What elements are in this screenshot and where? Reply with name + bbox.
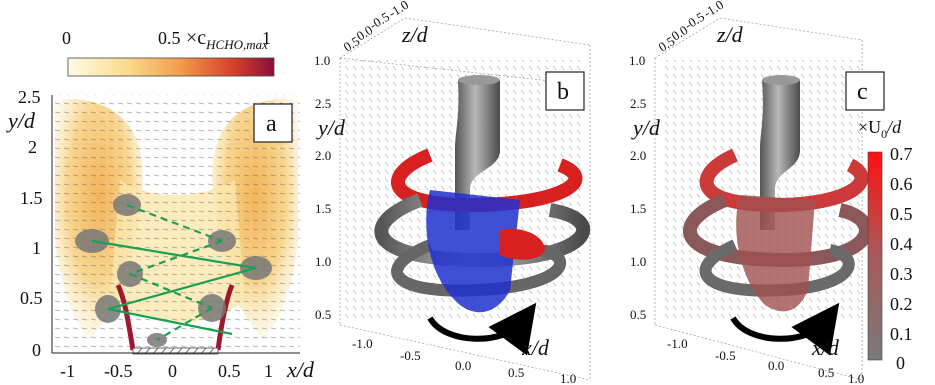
panel-a-xtick: 0 xyxy=(168,361,177,381)
panel-a: 2.5 2 1.5 1 0.5 0 y/d -1 -0.5 0 0.5 1 x/… xyxy=(6,87,315,382)
panel-b-y-ticks: 2.5 2.0 1.5 1.0 0.5 xyxy=(315,96,331,322)
right-colorbar-gradient xyxy=(867,151,883,361)
panel-c-ztick: 1.0 xyxy=(629,53,645,68)
panel-b-ytick: 2.5 xyxy=(315,96,331,111)
panel-b-xlabel: x/d xyxy=(521,335,550,360)
panel-c-xtick: -0.5 xyxy=(715,348,736,363)
panel-b-badge: b xyxy=(557,79,569,105)
panel-c-ytick: 1.5 xyxy=(630,201,646,216)
right-colorbar-label: ×U0/d xyxy=(858,117,902,141)
panel-b-ylabel: y/d xyxy=(316,115,346,140)
panel-a-xtick: -0.5 xyxy=(104,361,133,381)
panel-b-ytick: 1.5 xyxy=(315,201,331,216)
panel-c-xtick: 0.0 xyxy=(768,358,784,373)
panel-b-ztick: -1.0 xyxy=(386,0,411,21)
panel-c-xtick: -1.0 xyxy=(667,336,688,351)
panel-a-badge-box xyxy=(253,103,293,143)
panel-c-ztick: -1.0 xyxy=(701,0,726,21)
right-colorbar-tick: 0 xyxy=(896,353,905,373)
panel-a-xtick: -1 xyxy=(60,361,75,381)
panel-a-ytick: 0.5 xyxy=(20,288,43,308)
panel-a-xtick: 1 xyxy=(264,361,273,381)
panel-b-xtick: 1.0 xyxy=(560,371,576,385)
panel-c-ytick: 2.0 xyxy=(630,148,646,163)
panel-a-ylabel: y/d xyxy=(6,108,36,133)
panel-c-xtick: 0.5 xyxy=(818,365,834,380)
panel-c-x-ticks: -1.0 -0.5 0.0 0.5 1.0 xyxy=(667,336,864,385)
panel-b-red-patch xyxy=(500,228,545,260)
panel-a-y-ticks: 2.5 2 1.5 1 0.5 0 xyxy=(18,87,43,360)
panel-b-ztick: 0.5 xyxy=(341,33,363,54)
panel-b-z-ticks: -1.0 -0.5 0.0 0.5 1.0 xyxy=(314,0,411,68)
panel-c-z-ticks: -1.0 -0.5 0.0 0.5 1.0 xyxy=(629,0,726,68)
panel-a-xlabel: x/d xyxy=(286,357,315,382)
panel-a-ytick: 2 xyxy=(28,137,37,157)
top-colorbar-tick-05: 0.5 xyxy=(158,28,181,48)
panel-a-dashed-lines xyxy=(126,203,223,341)
panel-c: -1.0 -0.5 0.0 0.5 1.0 z/d 2.5 2.0 1.5 1.… xyxy=(629,0,885,385)
panel-c-xtick: 1.0 xyxy=(848,371,864,385)
right-colorbar-tick: 0.1 xyxy=(890,324,913,344)
panel-c-ztick: 0.5 xyxy=(656,33,678,54)
top-colorbar-tick-0: 0 xyxy=(62,28,71,48)
panel-b-rotation-arrow xyxy=(427,302,537,356)
panel-c-zlabel: z/d xyxy=(716,22,744,47)
panel-c-ylabel: y/d xyxy=(631,115,661,140)
panel-a-ytick: 0 xyxy=(32,340,41,360)
panel-b-blue-core xyxy=(426,190,520,313)
panel-b-ytick: 1.0 xyxy=(315,254,331,269)
panel-b-x-ticks: -1.0 -0.5 0.0 0.5 1.0 xyxy=(352,336,576,385)
top-colorbar-gradient xyxy=(67,57,275,77)
top-colorbar-label: ×cHCHO,max xyxy=(186,27,268,52)
panel-a-solid-lines xyxy=(91,239,257,336)
panel-a-x-ticks: -1 -0.5 0 0.5 1 xyxy=(60,361,273,381)
right-colorbar: ×U0/d 0.7 0.6 0.5 0.4 0.3 0.2 0.1 0 xyxy=(858,117,913,373)
top-colorbar: 0 0.5 1 ×cHCHO,max xyxy=(62,27,275,77)
right-colorbar-tick: 0.2 xyxy=(890,294,913,314)
panel-b-xtick: -1.0 xyxy=(352,336,373,351)
top-colorbar-tick-1: 1 xyxy=(262,28,271,48)
panel-b-zlabel: z/d xyxy=(401,22,429,47)
panel-b-xtick: -0.5 xyxy=(400,348,421,363)
right-colorbar-tick: 0.6 xyxy=(890,174,913,194)
panel-a-nozzle xyxy=(132,347,219,355)
panel-c-badge-box xyxy=(845,71,885,111)
panel-b-central-column xyxy=(455,80,500,230)
panel-c-xlabel: x/d xyxy=(811,335,840,360)
panel-c-ztick: 0.0 xyxy=(669,22,691,43)
panel-c-ytick: 2.5 xyxy=(630,96,646,111)
panel-c-badge: c xyxy=(857,79,868,105)
panel-c-rotation-arrow xyxy=(730,302,840,356)
panel-b-ytick: 2.0 xyxy=(315,148,331,163)
panel-b-ytick: 0.5 xyxy=(315,307,331,322)
panel-a-ytick: 1.5 xyxy=(20,188,43,208)
right-colorbar-tick: 0.4 xyxy=(890,234,913,254)
panel-b-ztick: 0.0 xyxy=(354,22,376,43)
panel-c-ytick: 0.5 xyxy=(630,307,646,322)
panel-c-central-column xyxy=(760,80,800,230)
panel-b-xtick: 0.0 xyxy=(455,358,471,373)
panel-c-ytick: 1.0 xyxy=(630,254,646,269)
panel-a-badge: a xyxy=(266,111,277,137)
panel-b-badge-box xyxy=(545,71,585,111)
right-colorbar-tick: 0.3 xyxy=(890,264,913,284)
panel-a-ytick: 1 xyxy=(32,238,41,258)
panel-b-ztick: 1.0 xyxy=(314,53,330,68)
panel-b-xtick: 0.5 xyxy=(508,365,524,380)
panel-c-core xyxy=(736,195,815,312)
panel-b: -1.0 -0.5 0.0 0.5 1.0 z/d 2.5 2.0 1.5 1.… xyxy=(314,0,591,385)
panel-c-y-ticks: 2.5 2.0 1.5 1.0 0.5 xyxy=(630,96,646,322)
panel-a-xtick: 0.5 xyxy=(218,361,241,381)
right-colorbar-tick: 0.5 xyxy=(890,204,913,224)
panel-a-ytick: 2.5 xyxy=(18,87,41,107)
right-colorbar-tick: 0.7 xyxy=(890,144,913,164)
